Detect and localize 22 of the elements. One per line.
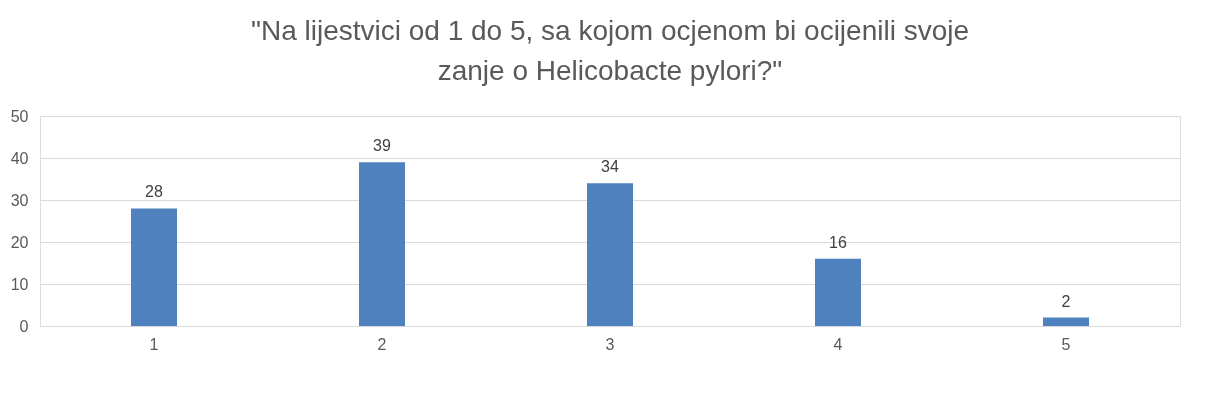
y-tick-label: 50	[10, 107, 29, 125]
bar	[587, 183, 633, 326]
y-tick-label: 40	[10, 149, 29, 167]
x-tick-label: 4	[833, 335, 843, 353]
data-label: 16	[829, 233, 847, 251]
x-tick-label: 1	[149, 335, 159, 353]
bar	[815, 258, 861, 326]
y-tick-label: 0	[19, 317, 29, 335]
data-label: 28	[145, 183, 163, 201]
data-label: 2	[1061, 292, 1071, 310]
bar	[359, 162, 405, 326]
bar	[1043, 317, 1089, 326]
x-tick-label: 5	[1061, 335, 1071, 353]
data-label: 39	[373, 137, 391, 155]
y-tick-label: 10	[10, 275, 29, 293]
x-tick-label: 3	[605, 335, 615, 353]
y-tick-label: 30	[10, 191, 29, 209]
y-tick-label: 20	[10, 233, 29, 251]
chart-title: "Na lijestvici od 1 do 5, sa kojom ocjenom bi ocijenili svoje zanje o Helicobacte pylori?"	[250, 15, 970, 86]
bar	[131, 208, 177, 326]
data-label: 34	[601, 158, 619, 176]
x-tick-label: 2	[377, 335, 387, 353]
